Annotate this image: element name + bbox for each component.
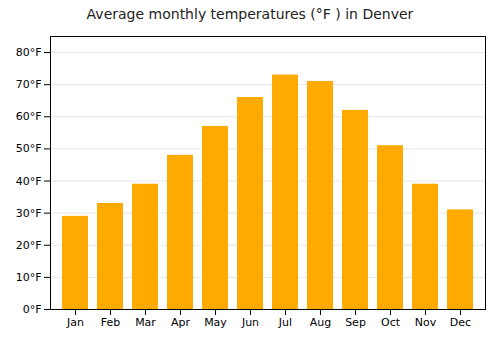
- svg-text:50°F: 50°F: [16, 142, 42, 155]
- svg-text:Mar: Mar: [135, 316, 156, 329]
- svg-text:0°F: 0°F: [23, 303, 42, 316]
- svg-text:70°F: 70°F: [16, 78, 42, 91]
- svg-text:Sep: Sep: [345, 316, 366, 329]
- svg-text:60°F: 60°F: [16, 110, 42, 123]
- svg-text:Dec: Dec: [450, 316, 471, 329]
- svg-text:May: May: [204, 316, 227, 329]
- svg-text:10°F: 10°F: [16, 271, 42, 284]
- svg-text:30°F: 30°F: [16, 207, 42, 220]
- svg-text:20°F: 20°F: [16, 239, 42, 252]
- svg-text:40°F: 40°F: [16, 175, 42, 188]
- svg-text:Aug: Aug: [310, 316, 331, 329]
- svg-text:Apr: Apr: [171, 316, 191, 329]
- svg-text:80°F: 80°F: [16, 46, 42, 59]
- html-text:Average monthly temperatures (: Average monthly temperatures (°F ) in De…: [86, 6, 414, 22]
- svg-text:Jul: Jul: [278, 316, 292, 329]
- svg-text:Jan: Jan: [66, 316, 84, 329]
- svg-text:Feb: Feb: [101, 316, 120, 329]
- svg-text:Nov: Nov: [415, 316, 437, 329]
- svg-text:Oct: Oct: [381, 316, 401, 329]
- svg-text:Jun: Jun: [241, 316, 259, 329]
